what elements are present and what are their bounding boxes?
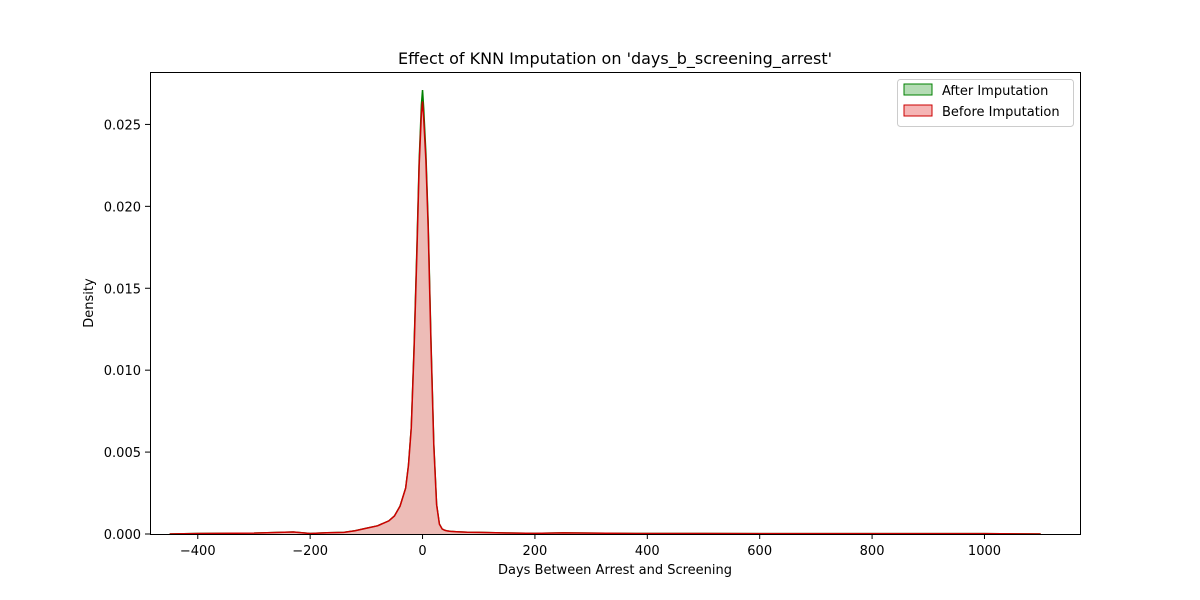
x-tick-label: 400	[635, 544, 660, 559]
legend-label-before-imputation: Before Imputation	[942, 105, 1060, 120]
y-axis-label: Density	[82, 278, 97, 328]
x-tick-label: 1000	[968, 544, 1001, 559]
y-axis: 0.000 0.005 0.010 0.015 0.020 0.025	[104, 118, 150, 543]
plot-frame	[150, 72, 1081, 535]
y-tick-label: 0.010	[104, 364, 141, 379]
x-tick-label: −200	[292, 544, 328, 559]
legend: After Imputation Before Imputation	[897, 79, 1074, 127]
legend-swatch-before-imputation	[903, 104, 933, 117]
area-after-imputation	[169, 90, 1041, 535]
area-before-imputation	[169, 101, 1041, 535]
legend-box	[897, 79, 1074, 127]
x-tick-label: 0	[418, 544, 426, 559]
x-tick-label: −400	[180, 544, 216, 559]
series-layer	[169, 89, 1041, 535]
legend-swatch-after-imputation	[903, 83, 933, 96]
x-tick-label: 600	[747, 544, 772, 559]
y-tick-label: 0.025	[104, 118, 141, 133]
x-tick-label: 800	[860, 544, 885, 559]
y-tick-label: 0.015	[104, 282, 141, 297]
line-before-imputation	[169, 101, 1041, 535]
y-tick-label: 0.020	[104, 200, 141, 215]
x-axis: −400 −200 0 200 400 600 800 1000	[180, 534, 1001, 559]
y-tick-label: 0.005	[104, 446, 141, 461]
x-axis-label: Days Between Arrest and Screening	[498, 563, 732, 578]
y-tick-label: 0.000	[104, 528, 141, 543]
line-after-imputation	[169, 89, 1041, 535]
legend-label-after-imputation: After Imputation	[942, 84, 1048, 99]
chart-title: Effect of KNN Imputation on 'days_b_scre…	[398, 49, 832, 69]
x-tick-label: 200	[523, 544, 548, 559]
